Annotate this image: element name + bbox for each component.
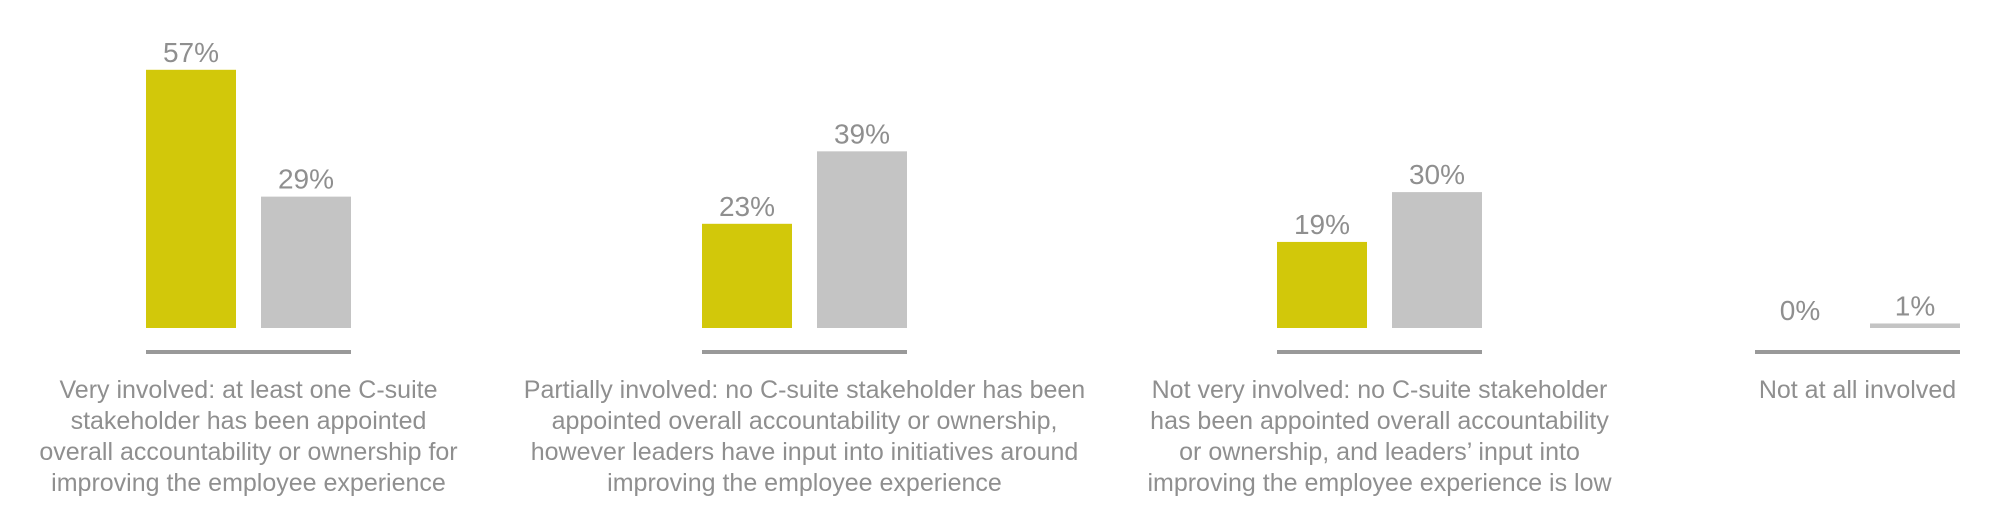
bar: [261, 196, 351, 328]
category-label-line: overall accountability or ownership for: [39, 438, 457, 466]
category-label-line: Very involved: at least one C-suite: [60, 376, 438, 404]
bar-group: 19% 30% Not very involved: no C-suite stak…: [1147, 159, 1612, 497]
category-label: Very involved: at least one C-suite stake…: [39, 376, 457, 497]
category-label: Not at all involved: [1759, 376, 1956, 404]
data-label: 1%: [1895, 290, 1935, 321]
bar: [817, 151, 907, 328]
category-label-line: or ownership, and leaders’ input into: [1179, 438, 1580, 466]
data-label: 57%: [163, 37, 219, 68]
category-label-line: has been appointed overall accountabilit…: [1150, 407, 1609, 435]
category-label-line: improving the employee experience: [51, 469, 446, 497]
data-label: 19%: [1294, 209, 1350, 240]
category-label-line: Not at all involved: [1759, 376, 1956, 404]
chart-plot-area: 57% 29% Very involved: at least one C-suit…: [39, 37, 1960, 497]
category-label-line: improving the employee experience is low: [1147, 469, 1612, 497]
data-label: 0%: [1780, 295, 1820, 326]
data-label: 30%: [1409, 159, 1465, 190]
category-label-line: appointed overall accountability or owne…: [552, 407, 1058, 435]
category-label: Not very involved: no C-suite stakeholde…: [1147, 376, 1612, 497]
bar: [1870, 323, 1960, 328]
bar-group: 0% 1% Not at all involved: [1755, 290, 1960, 404]
bar: [702, 223, 792, 328]
bar-group: 23% 39% Partially involved: no C-suite sta…: [524, 118, 1085, 497]
category-label-line: improving the employee experience: [607, 469, 1002, 497]
data-label: 29%: [278, 164, 334, 195]
category-label-line: Not very involved: no C-suite stakeholde…: [1152, 376, 1608, 404]
category-label-line: stakeholder has been appointed: [71, 407, 427, 435]
bar: [1277, 241, 1367, 328]
category-label-line: Partially involved: no C-suite stakehold…: [524, 376, 1085, 404]
data-label: 39%: [834, 118, 890, 149]
bar-group: 57% 29% Very involved: at least one C-suit…: [39, 37, 457, 497]
bar: [1392, 192, 1482, 328]
category-label: Partially involved: no C-suite stakehold…: [524, 376, 1085, 497]
category-label-line: however leaders have input into initiati…: [531, 438, 1079, 466]
data-label: 23%: [719, 191, 775, 222]
bar: [146, 69, 236, 328]
